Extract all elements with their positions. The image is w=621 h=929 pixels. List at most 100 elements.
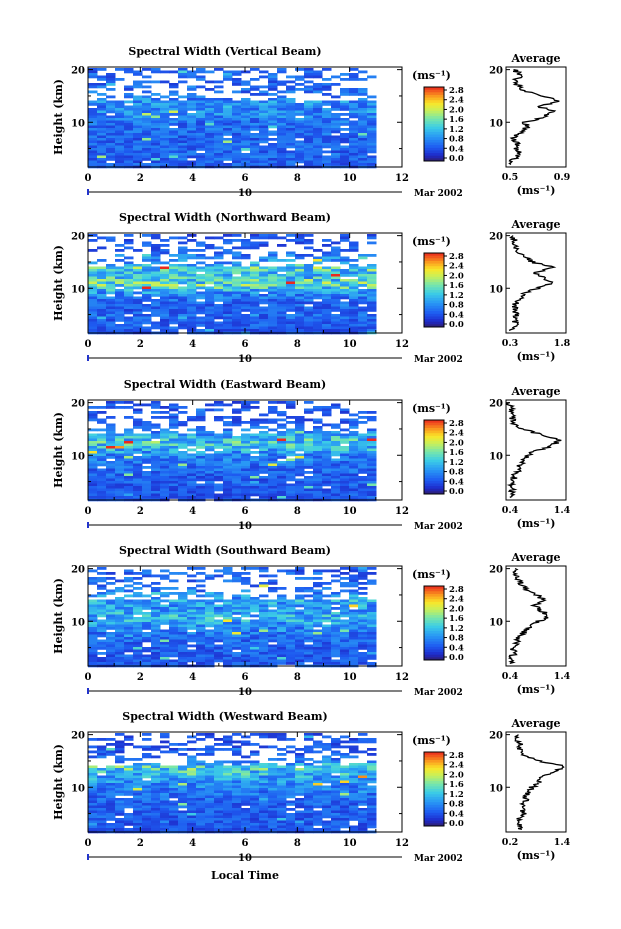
- heatmap-cell: [304, 158, 314, 161]
- heatmap-cell: [358, 629, 368, 633]
- heatmap-cell: [124, 416, 134, 419]
- heatmap-cell: [169, 93, 179, 96]
- heatmap-cell: [286, 279, 296, 282]
- heatmap-cell: [124, 266, 134, 270]
- heatmap-cell: [133, 604, 143, 608]
- heatmap-cell: [178, 649, 188, 653]
- heatmap-cell: [250, 421, 260, 424]
- heatmap-cell: [214, 138, 224, 141]
- heatmap-cell: [331, 135, 341, 139]
- heatmap-cell: [88, 274, 98, 277]
- heatmap-cell: [106, 466, 116, 469]
- heatmap-cell: [322, 115, 332, 119]
- heatmap-cell: [268, 115, 278, 119]
- heatmap-cell: [223, 78, 233, 81]
- heatmap-cell: [295, 755, 305, 759]
- heatmap-cell: [88, 604, 98, 608]
- colorbar-swatch: [424, 607, 444, 611]
- heatmap-cell: [340, 481, 350, 484]
- heatmap-cell: [241, 153, 251, 156]
- heatmap-cell: [313, 125, 323, 129]
- colorbar-swatch: [424, 284, 444, 288]
- heatmap-cell: [349, 100, 359, 104]
- heatmap-cell: [205, 602, 215, 605]
- heatmap-cell: [322, 128, 332, 131]
- heatmap-cell: [97, 103, 107, 106]
- heatmap-cell: [268, 441, 278, 444]
- heatmap-cell: [322, 758, 332, 761]
- heatmap-cell: [160, 496, 170, 499]
- heatmap-cell: [250, 125, 260, 129]
- heatmap-cell: [367, 775, 377, 779]
- heatmap-cell: [241, 100, 251, 104]
- heatmap-cell: [187, 284, 197, 287]
- heatmap-cell: [295, 274, 305, 277]
- heatmap-cell: [250, 619, 260, 623]
- colorbar-swatch: [424, 433, 444, 437]
- heatmap-cell: [268, 574, 278, 578]
- heatmap-cell: [286, 657, 296, 660]
- heatmap-cell: [286, 461, 296, 464]
- heatmap-cell: [340, 326, 350, 330]
- heatmap-cell: [214, 68, 224, 71]
- heatmap-cell: [223, 138, 233, 141]
- heatmap-cell: [133, 433, 143, 437]
- heatmap-cell: [295, 153, 305, 156]
- heatmap-cell: [313, 750, 323, 754]
- heatmap-cell: [142, 289, 152, 292]
- heatmap-cell: [133, 649, 143, 653]
- heatmap-cell: [124, 274, 134, 277]
- heatmap-cell: [304, 113, 314, 116]
- heatmap-cell: [106, 83, 116, 86]
- heatmap-cell: [331, 493, 341, 497]
- heatmap-cell: [241, 607, 251, 610]
- heatmap-cell: [169, 329, 179, 332]
- heatmap-cell: [250, 128, 260, 131]
- heatmap-cell: [259, 569, 269, 573]
- heatmap-cell: [115, 125, 125, 129]
- heatmap-cell: [232, 145, 242, 149]
- heatmap-cell: [115, 103, 125, 106]
- heatmap-cell: [106, 473, 116, 477]
- heatmap-cell: [160, 481, 170, 484]
- heatmap-cell: [277, 294, 287, 297]
- heatmap-cell: [367, 274, 377, 277]
- heatmap-cell: [196, 642, 206, 645]
- heatmap-cell: [358, 647, 368, 650]
- heatmap-cell: [268, 461, 278, 464]
- heatmap-cell: [124, 143, 134, 146]
- heatmap-cell: [286, 133, 296, 136]
- heatmap-cell: [349, 431, 359, 434]
- heatmap-cell: [214, 246, 224, 250]
- heatmap-cell: [133, 105, 143, 109]
- heatmap-cell: [322, 408, 332, 412]
- heatmap-cells: [88, 733, 377, 834]
- heatmap-cell: [169, 321, 179, 325]
- heatmap-cell: [196, 306, 206, 310]
- heatmap-cell: [358, 654, 368, 658]
- heatmap-cell: [178, 135, 188, 139]
- heatmap-cell: [214, 488, 224, 492]
- heatmap-cell: [196, 453, 206, 457]
- heatmap-cell: [151, 326, 161, 330]
- heatmap-cell: [286, 493, 296, 497]
- heatmap-cell: [340, 770, 350, 774]
- heatmap-cell: [205, 657, 215, 660]
- heatmap-cell: [268, 654, 278, 658]
- heatmap-cell: [160, 488, 170, 492]
- heatmap-cell: [286, 773, 296, 776]
- heatmap-cell: [340, 289, 350, 292]
- colorbar-swatch: [424, 483, 444, 487]
- heatmap-cell: [106, 296, 116, 300]
- heatmap-cell: [295, 577, 305, 580]
- colorbar-swatch: [424, 311, 444, 315]
- heatmap-cell: [133, 115, 143, 119]
- heatmap-cell: [124, 622, 134, 625]
- heatmap-cell: [277, 276, 287, 280]
- colorbar-swatch: [424, 596, 444, 600]
- heatmap-cell: [232, 740, 242, 744]
- heatmap-cell: [241, 324, 251, 327]
- heatmap-cell: [133, 466, 143, 469]
- heatmap-cell: [367, 657, 377, 660]
- heatmap-cell: [106, 632, 116, 635]
